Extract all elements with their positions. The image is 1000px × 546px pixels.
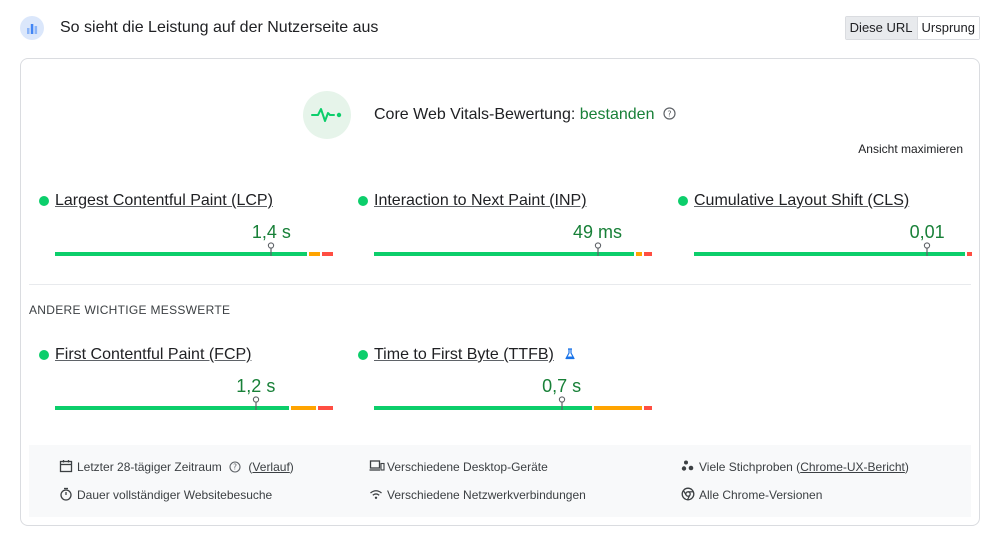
- metric-name-link[interactable]: Interaction to Next Paint (INP): [374, 192, 587, 209]
- field-data-footer: Letzter 28-tägiger Zeitraum ? (Verlauf) …: [29, 445, 971, 517]
- crux-chart-icon: [20, 16, 44, 40]
- footer-period-text: Letzter 28-tägiger Zeitraum: [77, 460, 222, 474]
- distribution-bar: [694, 252, 972, 256]
- metric-name-link[interactable]: First Contentful Paint (FCP): [55, 346, 252, 363]
- history-link[interactable]: Verlauf: [252, 460, 290, 474]
- metric-cls: Cumulative Layout Shift (CLS) 0,01: [678, 189, 972, 259]
- p75-marker: [268, 242, 275, 256]
- distribution-segment-poor: [644, 406, 652, 410]
- other-metrics-heading: ANDERE WICHTIGE MESSWERTE: [29, 303, 231, 317]
- footer-devices-text: Verschiedene Desktop-Geräte: [387, 460, 548, 474]
- devices-icon: [369, 460, 385, 471]
- help-icon[interactable]: ?: [229, 461, 241, 473]
- metric-ttfb: Time to First Byte (TTFB) 0,7 s: [358, 343, 652, 413]
- metric-fcp: First Contentful Paint (FCP) 1,2 s: [39, 343, 333, 413]
- cwv-assessment: Core Web Vitals-Bewertung: bestanden ?: [303, 91, 723, 139]
- footer-duration-text: Dauer vollständiger Websitebesuche: [77, 488, 273, 502]
- chrome-icon: [681, 487, 695, 501]
- metric-value: 0,01: [909, 222, 945, 242]
- footer-network-text: Verschiedene Netzwerkverbindungen: [387, 488, 586, 502]
- metric-value: 0,7 s: [542, 376, 582, 396]
- distribution-segment-good: [55, 252, 307, 256]
- distribution-segment-good: [374, 252, 634, 256]
- distribution-bar: [55, 406, 333, 410]
- cwv-assessment-text: Core Web Vitals-Bewertung: bestanden ?: [374, 106, 676, 124]
- status-dot: [358, 350, 368, 360]
- distribution-segment-ni: [308, 252, 321, 256]
- cwv-status: bestanden: [579, 106, 655, 123]
- stopwatch-icon: [60, 487, 72, 501]
- distribution-segment-poor: [967, 252, 972, 256]
- cwv-label: Core Web Vitals-Bewertung:: [374, 106, 576, 123]
- help-icon[interactable]: ?: [663, 107, 676, 120]
- distribution-segment-good: [694, 252, 966, 256]
- status-dot: [678, 196, 688, 206]
- p75-marker: [594, 242, 601, 256]
- status-dot: [39, 350, 49, 360]
- footer-versions-text: Alle Chrome-Versionen: [699, 488, 823, 502]
- svg-text:?: ?: [667, 110, 671, 119]
- distribution-segment-poor: [318, 406, 333, 410]
- distribution-bar: [55, 252, 333, 256]
- status-dot: [358, 196, 368, 206]
- field-data-card: Core Web Vitals-Bewertung: bestanden ? A…: [20, 58, 980, 526]
- distribution-segment-good: [374, 406, 593, 410]
- distribution-bar: [374, 252, 652, 256]
- page-header: So sieht die Leistung auf der Nutzerseit…: [20, 14, 980, 44]
- distribution-segment-poor: [322, 252, 333, 256]
- metric-value: 1,4 s: [251, 222, 291, 242]
- metric-value: 49 ms: [573, 222, 623, 242]
- metric-value: 1,2 s: [236, 376, 276, 396]
- calendar-icon: [59, 460, 73, 473]
- p75-marker: [558, 396, 565, 410]
- samples-icon: [681, 460, 694, 471]
- distribution-segment-ni: [290, 406, 317, 410]
- divider: [29, 284, 971, 285]
- distribution-segment-ni: [594, 406, 643, 410]
- wifi-icon: [370, 490, 382, 499]
- crux-report-link[interactable]: Chrome-UX-Bericht: [800, 460, 905, 474]
- footer-samples-text: Viele Stichproben: [699, 460, 793, 474]
- distribution-segment-poor: [644, 252, 652, 256]
- distribution-bar: [374, 406, 652, 410]
- page-title: So sieht die Leistung auf der Nutzerseit…: [60, 19, 379, 36]
- toggle-origin[interactable]: Ursprung: [917, 17, 979, 39]
- toggle-this-url[interactable]: Diese URL: [845, 17, 918, 39]
- url-origin-toggle: Diese URL Ursprung: [844, 16, 980, 40]
- metric-name-link[interactable]: Largest Contentful Paint (LCP): [55, 192, 273, 209]
- metric-lcp: Largest Contentful Paint (LCP) 1,4 s: [39, 189, 333, 259]
- maximize-view-link[interactable]: Ansicht maximieren: [858, 142, 963, 156]
- status-dot: [39, 196, 49, 206]
- p75-marker: [252, 396, 259, 410]
- metric-name-link[interactable]: Cumulative Layout Shift (CLS): [694, 192, 910, 209]
- metric-inp: Interaction to Next Paint (INP) 49 ms: [358, 189, 652, 259]
- svg-text:?: ?: [233, 463, 237, 472]
- distribution-segment-good: [55, 406, 289, 410]
- metric-name-link[interactable]: Time to First Byte (TTFB): [374, 346, 554, 363]
- p75-marker: [923, 242, 931, 256]
- distribution-segment-ni: [635, 252, 643, 256]
- flask-icon: [565, 348, 575, 360]
- pulse-icon: [303, 91, 351, 139]
